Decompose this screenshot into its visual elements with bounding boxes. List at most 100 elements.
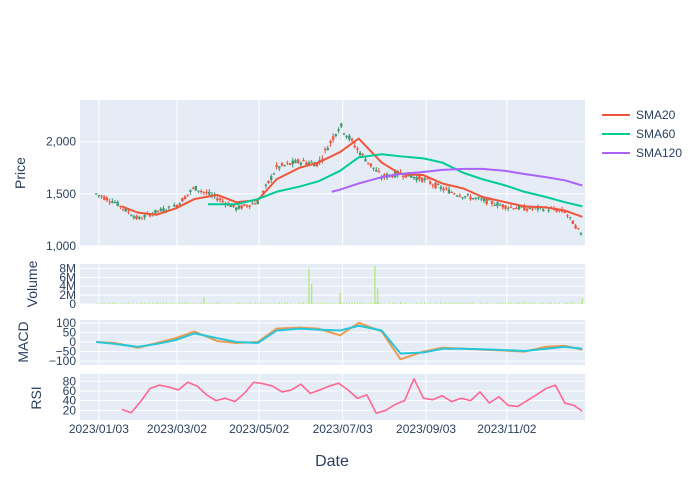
candle-body <box>313 163 316 167</box>
volume-bar <box>249 302 251 304</box>
volume-bar <box>106 303 108 304</box>
volume-bar <box>157 302 159 304</box>
candle-body <box>323 149 327 151</box>
legend-item-sma60[interactable]: SMA60 <box>602 127 676 141</box>
volume-bar <box>187 302 189 304</box>
x-ticks: 2023/01/03 2023/03/02 2023/05/02 2023/07/03… <box>69 422 537 436</box>
volume-bar <box>413 303 415 304</box>
candle-body <box>512 208 515 210</box>
volume-bar <box>254 302 256 304</box>
volume-bar <box>125 303 127 304</box>
candle-body <box>280 163 284 166</box>
x-tick-label: 2023/07/03 <box>313 422 373 436</box>
candle-body <box>469 196 472 200</box>
volume-bar <box>305 303 307 304</box>
legend-item-sma20[interactable]: SMA20 <box>602 108 676 122</box>
candle-body <box>186 194 189 196</box>
volume-bar <box>467 302 469 304</box>
volume-bar <box>443 303 445 304</box>
volume-bar <box>464 302 466 304</box>
volume-bar <box>461 302 464 304</box>
candle-body <box>342 133 346 135</box>
volume-bar <box>100 302 103 304</box>
candle-body <box>428 181 432 184</box>
volume-bar <box>284 302 286 304</box>
volume-bar <box>224 302 227 304</box>
volume-bar <box>577 302 579 304</box>
volume-bar <box>354 302 356 304</box>
volume-bar <box>265 302 267 304</box>
candle-body <box>490 201 494 204</box>
volume-bar <box>391 302 394 304</box>
volume-bar <box>539 302 542 304</box>
candle-body <box>100 195 103 197</box>
candle-body <box>159 208 162 211</box>
candle-body <box>377 171 381 173</box>
volume-bar <box>297 302 299 304</box>
candle-body <box>178 203 181 205</box>
volume-bar <box>278 302 280 304</box>
volume-bar <box>146 303 148 304</box>
candle-body <box>121 208 125 210</box>
rsi-gridlines <box>80 374 585 420</box>
rsi-axis-title: RSI <box>28 386 44 409</box>
volume-bar <box>399 302 402 304</box>
candle-body <box>445 188 448 190</box>
volume-bar <box>227 302 229 304</box>
candle-body <box>391 175 394 178</box>
price-gridlines <box>80 100 585 247</box>
volume-bar <box>343 302 345 304</box>
volume-bar <box>276 303 278 304</box>
volume-bar <box>356 302 359 304</box>
candle-body <box>531 208 534 210</box>
candle-body <box>135 215 138 219</box>
candle-body <box>315 162 319 167</box>
candle-body <box>437 183 440 185</box>
volume-bar <box>257 302 259 304</box>
candle-body <box>498 204 502 206</box>
candle-body <box>571 220 575 225</box>
volume-bar <box>348 302 350 304</box>
volume-bar <box>456 303 458 304</box>
candle-body <box>334 134 338 136</box>
candle-body <box>461 197 464 199</box>
candle-body <box>482 198 486 202</box>
volume-bar <box>440 302 442 304</box>
rsi-line <box>121 378 583 415</box>
volume-bar <box>103 302 105 304</box>
volume-bar <box>117 303 119 304</box>
volume-bar <box>486 302 488 304</box>
candle-body <box>477 197 480 199</box>
volume-y-tick-label: 4M <box>59 279 76 293</box>
candle-body <box>496 202 499 207</box>
candle-body <box>116 201 119 206</box>
candle-body <box>291 160 294 165</box>
candle-body <box>404 173 408 178</box>
volume-bar <box>526 303 528 304</box>
candle-body <box>372 167 375 169</box>
candle-body <box>307 162 311 165</box>
candle-body <box>103 196 106 200</box>
candle-body <box>515 208 518 210</box>
volume-bar <box>184 302 186 304</box>
volume-bar <box>235 302 237 304</box>
volume-bar <box>496 302 499 304</box>
volume-bar <box>327 303 329 304</box>
candle-body <box>410 175 413 178</box>
volume-bar <box>472 302 474 304</box>
candle-body <box>356 148 359 150</box>
candle-body <box>294 160 297 163</box>
volume-plot-background <box>80 264 585 304</box>
candle-body <box>523 206 526 211</box>
volume-bar <box>329 302 332 304</box>
macd-lines <box>96 321 583 361</box>
legend-item-sma120[interactable]: SMA120 <box>602 146 682 160</box>
legend[interactable]: SMA20 SMA60 SMA120 <box>602 108 682 160</box>
volume-bar <box>550 302 552 304</box>
candle-body <box>369 163 373 167</box>
volume-bar <box>574 303 577 304</box>
legend-label-sma120: SMA120 <box>636 146 682 160</box>
